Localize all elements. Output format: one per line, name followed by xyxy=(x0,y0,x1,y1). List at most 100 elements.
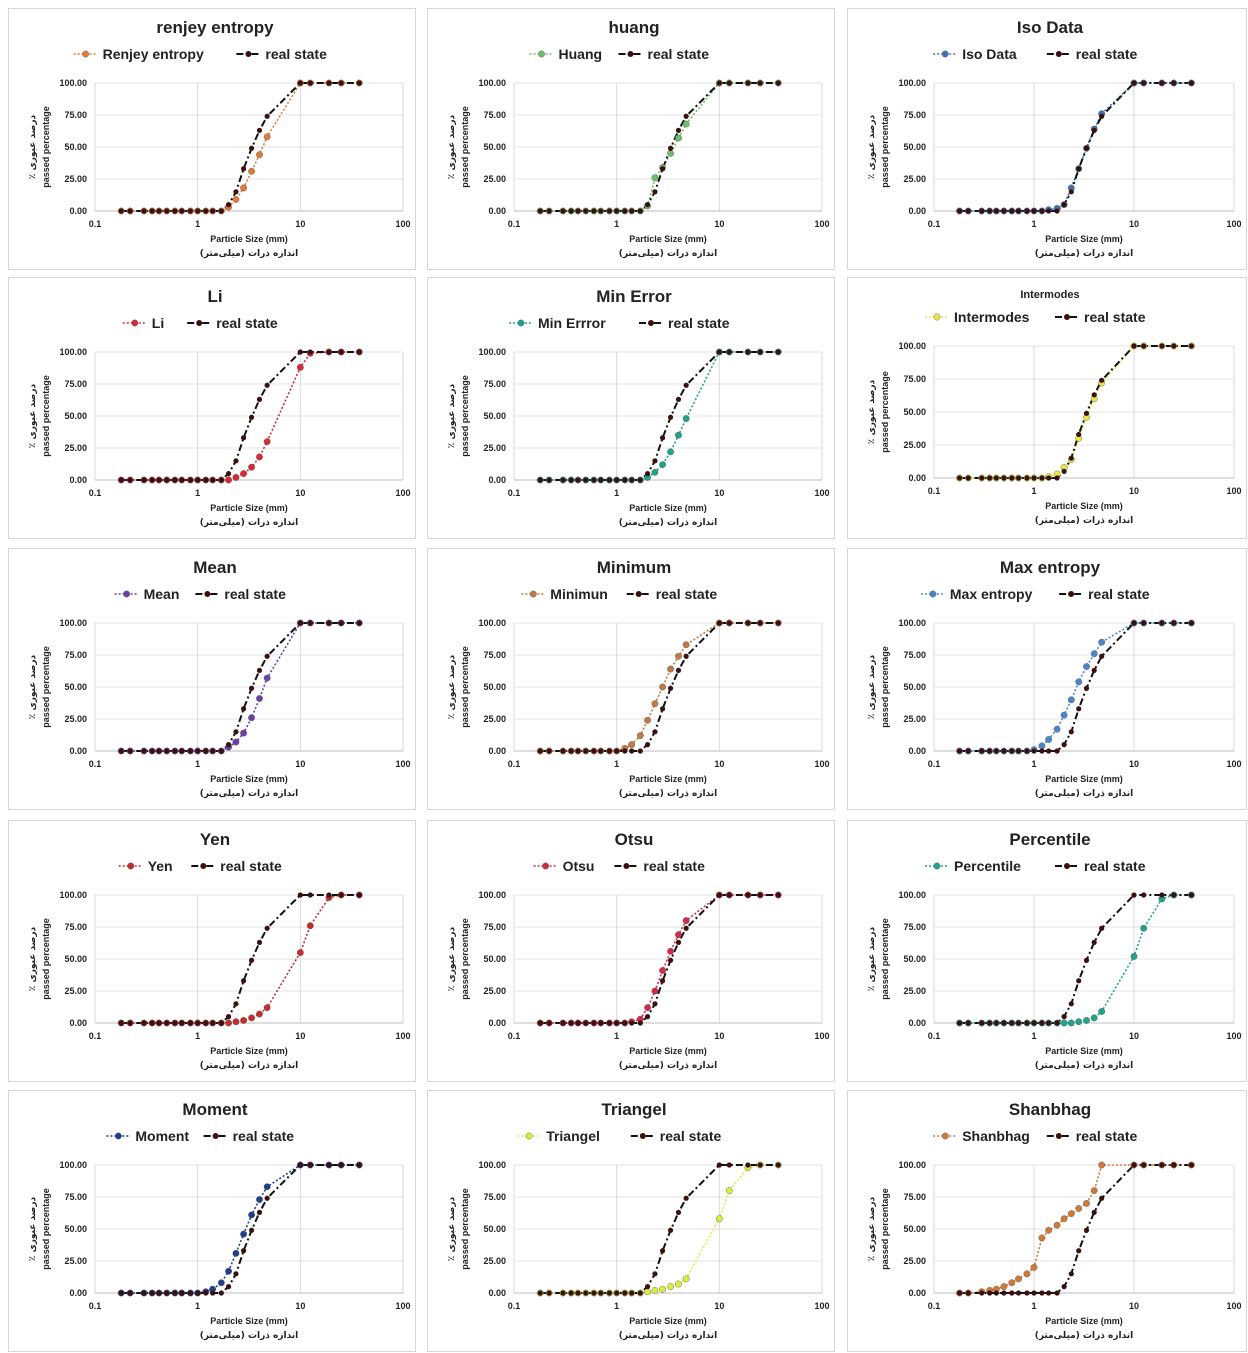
legend-label-real-state: real state xyxy=(1076,1128,1138,1144)
data-point-real-state xyxy=(1188,620,1195,626)
data-point-real-state xyxy=(560,1290,566,1296)
y-axis-title: passed percentage xyxy=(880,106,890,188)
data-point-renjey-entropy xyxy=(248,167,255,175)
chart-svg: Min Error Min Errror real state 0.00 25.00 50… xyxy=(447,287,830,528)
x-axis-title-fa: اندازه ذرات (میلی‌متر) xyxy=(619,789,718,799)
x-tick-label: 1 xyxy=(1031,486,1036,496)
data-point-real-state xyxy=(583,1020,589,1026)
data-point-mean xyxy=(263,674,271,682)
x-tick-label: 1 xyxy=(614,488,619,498)
chart-panel-renjey-entropy: renjey entropy Renjey entropy real state 0.… xyxy=(8,8,416,270)
y-tick-label: 100.00 xyxy=(898,78,926,88)
data-point-real-state xyxy=(1188,80,1195,86)
x-axis-title: Particle Size (mm) xyxy=(1045,234,1123,244)
data-point-real-state xyxy=(568,477,574,483)
legend-marker-moment xyxy=(115,1132,122,1140)
data-point-shanbhag xyxy=(1015,1275,1022,1283)
data-point-real-state xyxy=(560,1020,566,1026)
y-tick-label: 100.00 xyxy=(478,890,506,900)
x-tick-label: 100 xyxy=(1226,759,1241,769)
x-tick-label: 10 xyxy=(1129,486,1139,496)
x-tick-label: 10 xyxy=(295,1031,305,1041)
x-tick-label: 10 xyxy=(295,488,305,498)
data-point-real-state xyxy=(1131,343,1137,349)
data-point-real-state xyxy=(606,1290,613,1296)
data-point-real-state xyxy=(233,729,239,735)
data-point-real-state xyxy=(659,1248,666,1254)
chart-panel-min-error: Min Error Min Errror real state 0.00 25.00 50… xyxy=(427,277,835,539)
legend-marker-real-state xyxy=(1064,314,1070,320)
y-tick-label: 0.00 xyxy=(908,1288,926,1298)
data-point-real-state xyxy=(1054,1020,1060,1026)
x-axis-title-fa: اندازه ذرات (میلی‌متر) xyxy=(619,1331,718,1341)
gridlines xyxy=(94,1164,404,1294)
y-tick-label: 50.00 xyxy=(483,954,506,964)
data-point-real-state xyxy=(716,1162,722,1168)
y-tick-label: 50.00 xyxy=(64,954,87,964)
data-point-real-state xyxy=(218,1020,224,1026)
legend: Otsu real state xyxy=(533,858,705,874)
data-point-real-state xyxy=(1188,892,1195,898)
data-point-real-state xyxy=(637,1020,643,1026)
data-point-max-entropy xyxy=(1053,725,1061,733)
legend-label-max-entropy: Max entropy xyxy=(950,586,1033,602)
y-tick-label: 100.00 xyxy=(59,618,87,628)
data-point-real-state xyxy=(560,208,566,214)
legend-label-real-state: real state xyxy=(265,46,327,62)
data-point-min-errror xyxy=(651,468,659,476)
data-point-real-state xyxy=(172,208,178,214)
data-point-shanbhag xyxy=(1075,1205,1083,1212)
data-point-moment xyxy=(256,1196,263,1203)
y-axis-title: passed percentage xyxy=(880,918,890,1000)
x-tick-label: 1 xyxy=(195,1031,200,1041)
legend-marker-real-state xyxy=(635,591,642,597)
data-point-real-state xyxy=(1054,475,1060,481)
data-point-real-state xyxy=(956,208,963,214)
data-point-real-state xyxy=(622,1290,628,1296)
data-point-minimun xyxy=(628,741,636,749)
data-point-real-state xyxy=(297,80,303,86)
y-tick-label: 100.00 xyxy=(898,890,926,900)
data-point-real-state xyxy=(225,202,232,208)
data-point-real-state xyxy=(127,748,133,754)
data-point-real-state xyxy=(560,477,566,483)
data-point-real-state xyxy=(248,957,255,963)
data-point-real-state xyxy=(141,748,147,754)
legend: Mean real state xyxy=(114,586,286,602)
data-point-real-state xyxy=(575,1020,581,1026)
data-point-yen xyxy=(263,1004,271,1012)
data-point-real-state xyxy=(622,477,628,483)
y-tick-label: 50.00 xyxy=(903,954,926,964)
x-tick-label: 10 xyxy=(1129,759,1139,769)
x-tick-label: 100 xyxy=(1226,1031,1241,1041)
data-point-real-state xyxy=(195,1020,201,1026)
data-point-real-state xyxy=(591,1020,597,1026)
data-point-real-state xyxy=(993,1290,999,1296)
y-tick-label: 50.00 xyxy=(483,682,506,692)
data-point-real-state xyxy=(248,414,255,420)
x-tick-label: 100 xyxy=(814,488,829,498)
data-point-otsu xyxy=(682,917,690,925)
y-axis-title: passed percentage xyxy=(460,106,470,188)
data-point-real-state xyxy=(195,477,201,483)
data-point-yen xyxy=(296,949,304,957)
y-tick-label: 75.00 xyxy=(64,379,87,389)
data-point-real-state xyxy=(256,127,263,133)
data-point-real-state xyxy=(172,1290,178,1296)
data-point-real-state xyxy=(356,80,362,86)
x-tick-label: 0.1 xyxy=(89,488,102,498)
data-point-percentile xyxy=(1098,1008,1106,1015)
data-point-real-state xyxy=(218,748,224,754)
legend-marker-real-state xyxy=(1055,51,1062,57)
chart-panel-moment: Moment Moment real state 0.00 25.00 50.00 75.0… xyxy=(8,1090,416,1352)
data-point-real-state xyxy=(1159,1162,1165,1168)
data-point-real-state xyxy=(297,349,303,355)
data-point-real-state xyxy=(179,748,185,754)
data-point-moment xyxy=(217,1279,225,1287)
data-point-real-state xyxy=(683,653,689,659)
data-point-real-state xyxy=(1159,620,1165,626)
chart-title: Li xyxy=(207,287,222,306)
x-tick-label: 0.1 xyxy=(928,759,941,769)
data-point-real-state xyxy=(233,458,239,464)
